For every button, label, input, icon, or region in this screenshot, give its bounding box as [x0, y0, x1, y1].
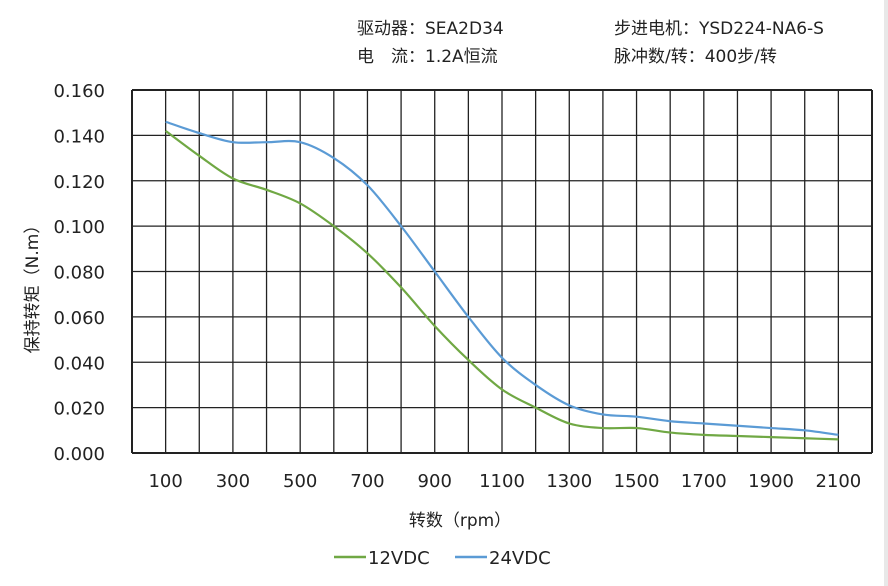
x-tick-label: 900	[418, 471, 452, 492]
y-tick-label: 0.100	[53, 217, 105, 238]
x-tick-label: 100	[148, 471, 182, 492]
current-label: 电 流：1.2A恒流	[357, 47, 498, 67]
x-tick-label: 2100	[815, 471, 861, 492]
y-tick-label: 0.160	[53, 81, 105, 102]
y-tick-label: 0.060	[53, 308, 105, 329]
y-tick-label: 0.140	[53, 126, 105, 147]
x-tick-label: 1700	[681, 471, 727, 492]
right-border	[884, 0, 888, 586]
y-tick-label: 0.120	[53, 172, 105, 193]
legend-label-24VDC: 24VDC	[489, 548, 551, 569]
x-tick-label: 1300	[546, 471, 592, 492]
y-axis-label: 保持转矩（N.m）	[23, 217, 43, 354]
x-tick-label: 700	[350, 471, 384, 492]
series-line-24VDC	[165, 120, 839, 436]
x-tick-label: 500	[283, 471, 317, 492]
legend-label-12VDC: 12VDC	[368, 548, 430, 569]
x-tick-label: 1100	[479, 471, 525, 492]
y-tick-label: 0.000	[53, 444, 105, 465]
series-line-12VDC	[164, 129, 839, 441]
x-tick-label: 300	[216, 471, 250, 492]
y-tick-label: 0.040	[53, 353, 105, 374]
driver-label: 驱动器：SEA2D34	[357, 19, 504, 39]
x-tick-label: 1900	[748, 471, 794, 492]
motor-label: 步进电机：YSD224-NA6-S	[614, 19, 824, 39]
x-axis-label: 转数（rpm）	[409, 511, 511, 531]
y-tick-label: 0.020	[53, 399, 105, 420]
pulses-label: 脉冲数/转：400步/转	[614, 47, 777, 67]
x-tick-label: 1500	[614, 471, 660, 492]
y-tick-label: 0.080	[53, 263, 105, 284]
